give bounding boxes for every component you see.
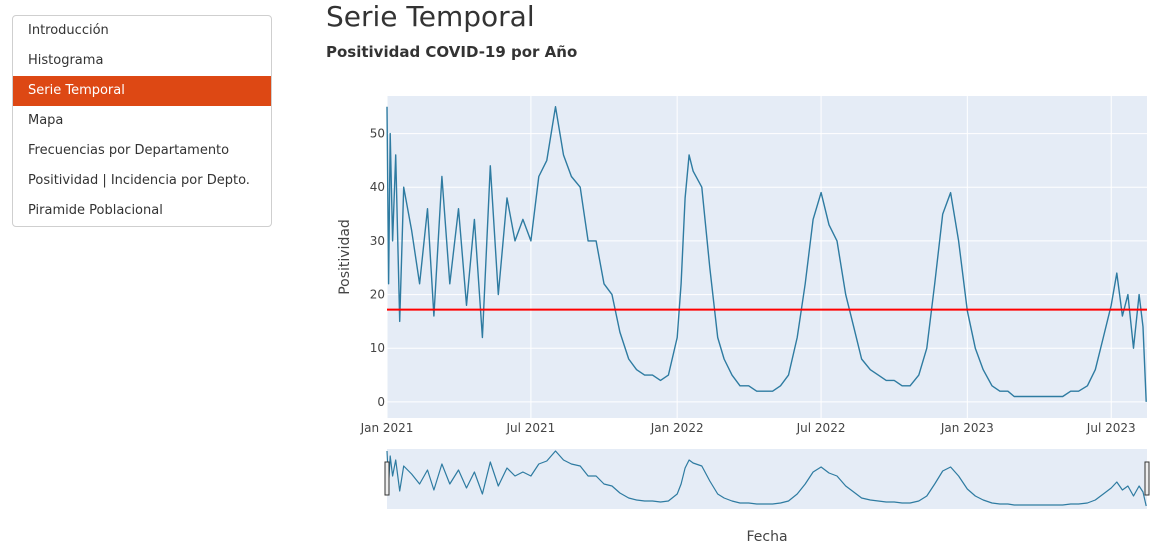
sidebar-item-introducción[interactable]: Introducción (28, 23, 109, 38)
sidebar-item-piramide-poblacional[interactable]: Piramide Poblacional (28, 203, 163, 218)
x-tick-label: Jul 2022 (796, 421, 846, 435)
y-tick-label: 50 (370, 127, 385, 141)
range-slider-line (386, 450, 1147, 507)
x-axis-title: Fecha (746, 529, 787, 545)
page-subtitle: Positividad COVID-19 por Año (326, 43, 578, 61)
sidebar-item-positividad-incidencia-por-depto-[interactable]: Positividad | Incidencia por Depto. (28, 173, 250, 188)
y-axis-title: Positividad (337, 219, 353, 295)
sidebar-item-frecuencias-por-departamento[interactable]: Frecuencias por Departamento (28, 143, 230, 158)
x-tick-label: Jan 2022 (650, 421, 704, 435)
plot-area (387, 96, 1147, 418)
y-tick-label: 10 (370, 341, 385, 355)
x-tick-label: Jan 2023 (940, 421, 994, 435)
page-title: Serie Temporal (326, 0, 535, 33)
sidebar-item-mapa[interactable]: Mapa (28, 113, 64, 128)
y-tick-label: 30 (370, 234, 385, 248)
series-line (386, 105, 1147, 402)
x-tick-label: Jul 2021 (505, 421, 555, 435)
y-tick-label: 20 (370, 288, 385, 302)
y-tick-label: 40 (370, 180, 385, 194)
x-tick-label: Jan 2021 (360, 421, 414, 435)
range-slider-right-handle[interactable] (1144, 461, 1150, 496)
x-tick-label: Jul 2023 (1086, 421, 1136, 435)
y-tick-label: 0 (377, 395, 385, 409)
sidebar-nav: Introducción Histograma Serie Temporal Mapa… (12, 15, 272, 227)
range-slider-left-handle[interactable] (384, 461, 390, 496)
sidebar-item-serie-temporal[interactable]: Serie Temporal (13, 76, 271, 106)
range-slider (387, 449, 1147, 509)
sidebar-item-histograma[interactable]: Histograma (28, 53, 104, 68)
